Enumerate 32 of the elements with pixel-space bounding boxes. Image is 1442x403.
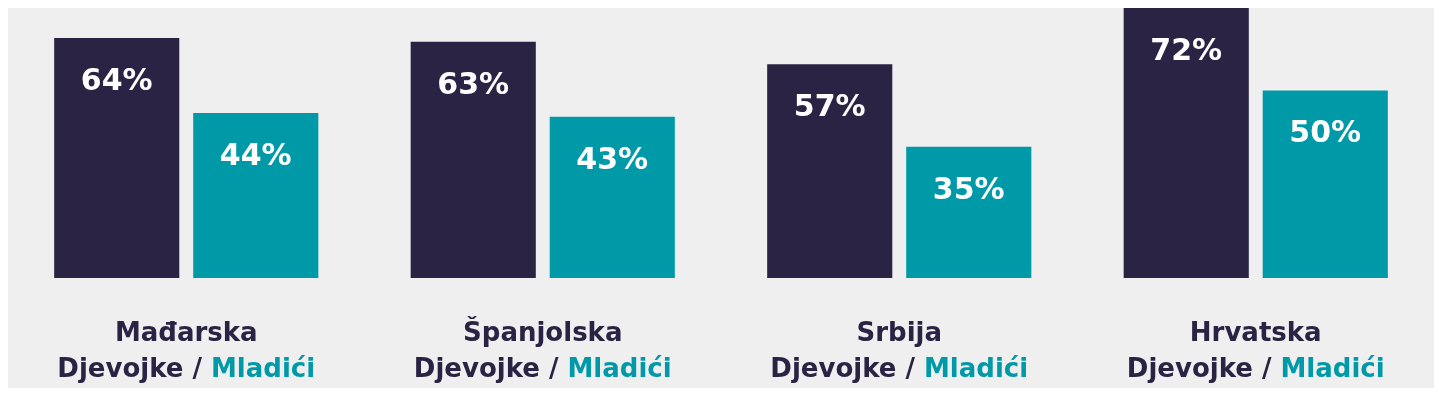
data-label: 63% [437, 65, 510, 101]
text: / [905, 352, 915, 383]
data-label: 72% [1150, 31, 1223, 67]
data-label: 64% [80, 61, 153, 97]
bar [906, 146, 1032, 278]
x-tick-label: Mađarska [114, 316, 258, 347]
x-tick-label: Srbija [856, 316, 943, 347]
bar [1262, 90, 1388, 278]
data-label: 50% [1289, 114, 1362, 150]
data-label: 35% [932, 170, 1005, 206]
text: Djevojke [413, 352, 540, 383]
bar [767, 64, 893, 278]
text: Mladići [924, 352, 1029, 383]
bar [549, 116, 675, 278]
bar [410, 41, 536, 278]
bar [193, 113, 319, 278]
text: Djevojke [1126, 352, 1253, 383]
bar [1123, 8, 1249, 278]
data-label: 44% [219, 136, 292, 172]
x-tick-label: Španjolska [463, 315, 623, 347]
text: Mladići [211, 352, 316, 383]
bar [54, 38, 180, 278]
text: Mladići [1280, 352, 1385, 383]
text: / [1261, 352, 1272, 383]
text: Djevojke [57, 352, 184, 383]
text: / [183, 352, 212, 383]
data-label: 57% [793, 88, 866, 124]
text: Djevojke [770, 352, 897, 383]
text: Mladići [567, 352, 672, 383]
x-tick-label: Hrvatska [1189, 316, 1322, 347]
data-label: 43% [576, 140, 649, 176]
text: / [548, 352, 559, 383]
